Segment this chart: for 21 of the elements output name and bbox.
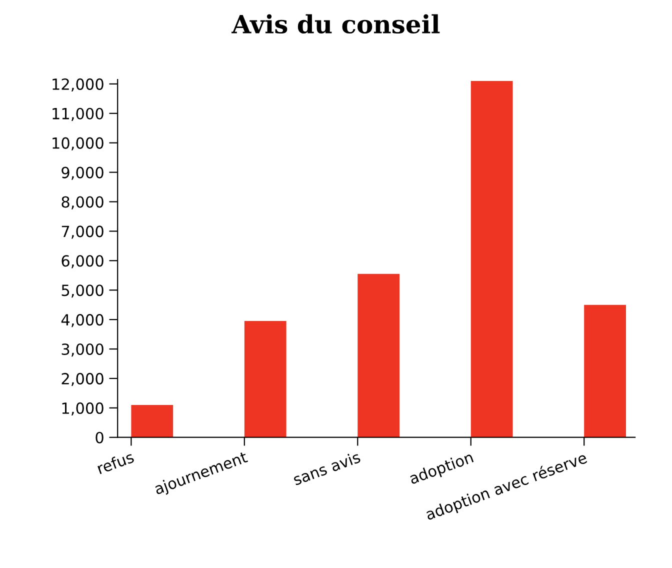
bar: [131, 404, 174, 438]
y-tick-label: 9,000: [62, 166, 104, 180]
y-tick-label: 3,000: [62, 343, 104, 357]
y-tick-label: 12,000: [52, 78, 104, 92]
y-tick-label: 5,000: [62, 284, 104, 298]
y-tick-label: 10,000: [52, 137, 104, 150]
bar: [358, 274, 400, 438]
chart-title: Avis du conseil: [232, 14, 440, 34]
y-tick-label: 4,000: [61, 314, 104, 328]
bar: [470, 80, 513, 438]
x-tick-label: refus: [96, 450, 135, 474]
y-tick-label: 0: [96, 432, 104, 444]
y-tick-label: 7,000: [62, 226, 104, 239]
y-tick-label: 8,000: [62, 196, 104, 210]
y-tick-label: 6,000: [62, 255, 104, 268]
y-tick-label: 1,000: [62, 402, 104, 416]
bar: [244, 321, 286, 438]
y-tick-label: 11,000: [52, 108, 104, 121]
bar: [584, 304, 626, 438]
x-tick-label: sans avis: [292, 450, 361, 486]
y-tick-label: 2,000: [62, 372, 104, 386]
